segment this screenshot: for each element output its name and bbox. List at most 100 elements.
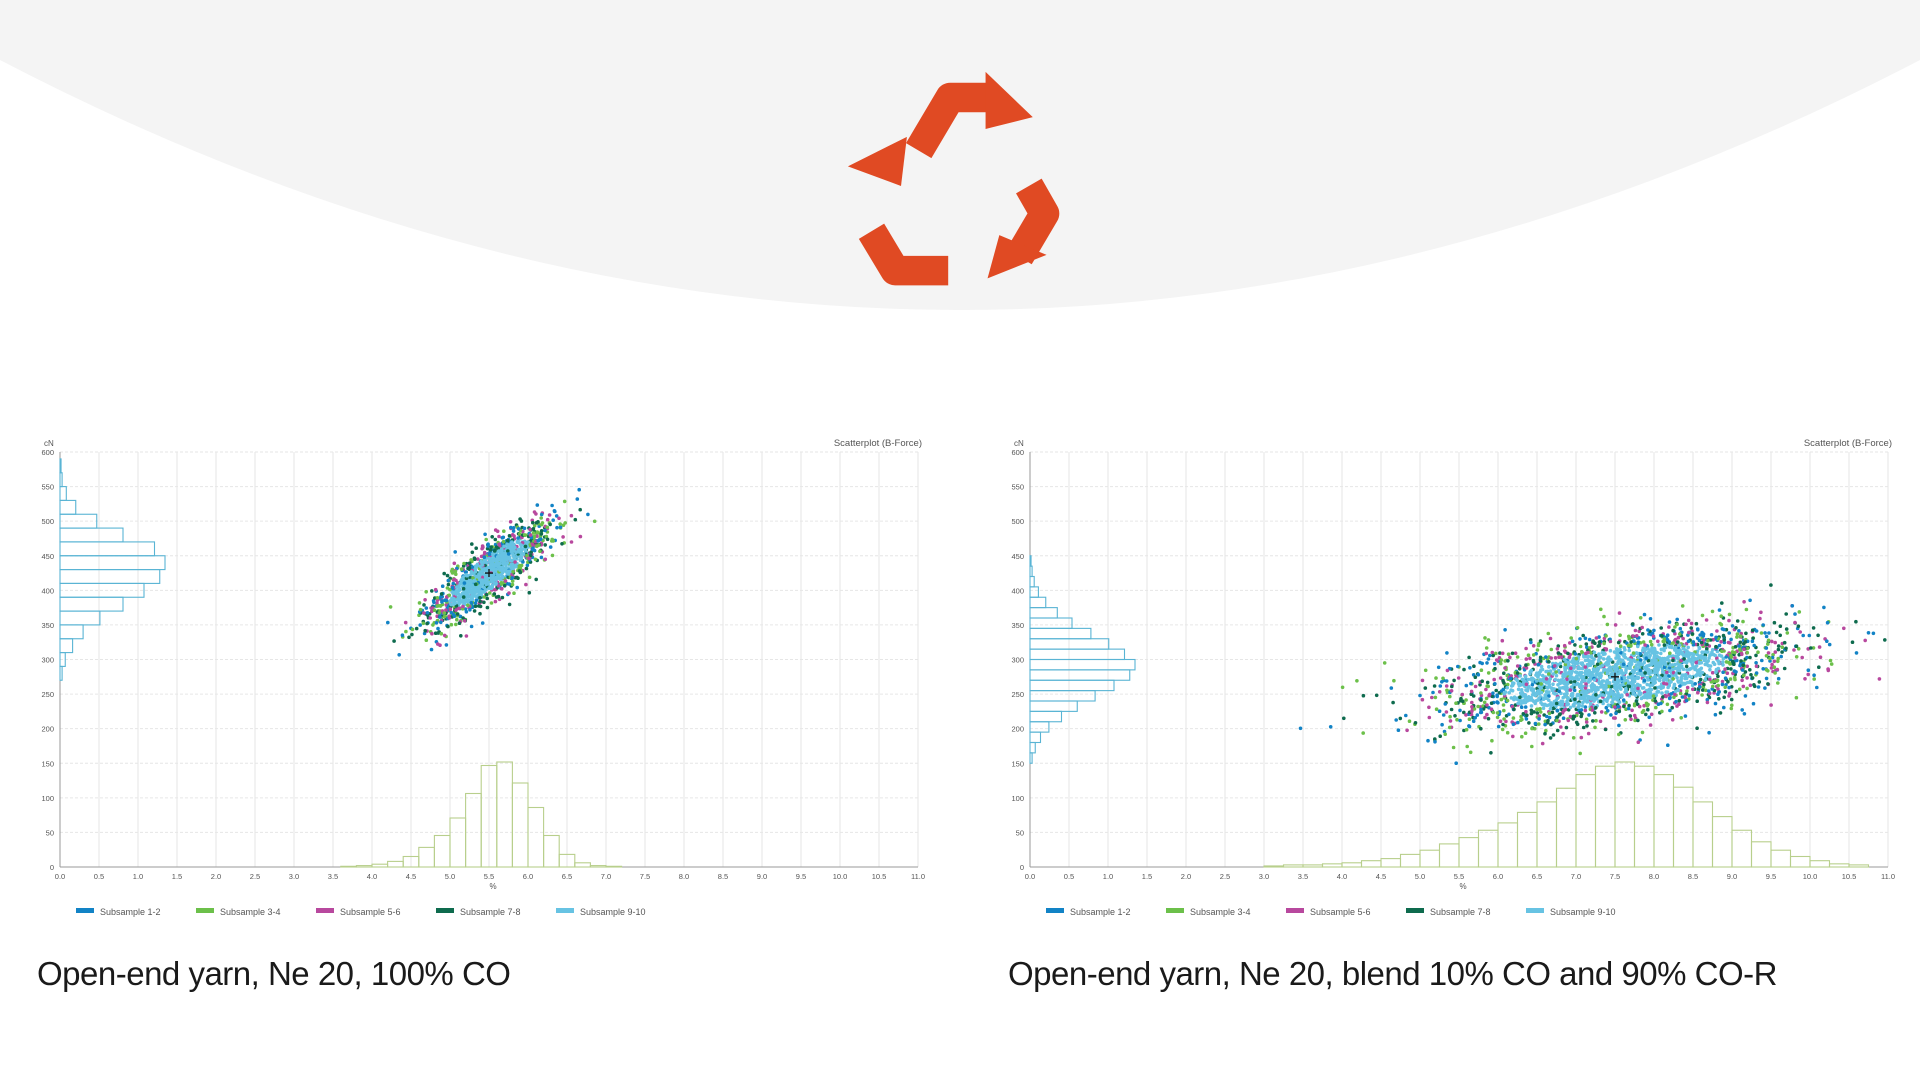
scatter-point <box>495 529 500 534</box>
scatter-point <box>1640 710 1645 714</box>
scatter-point <box>1716 692 1720 696</box>
scatter-point <box>1670 663 1675 667</box>
scatter-point <box>1647 654 1651 659</box>
scatter-point <box>444 608 448 612</box>
scatter-point <box>1761 623 1765 627</box>
scatter-point <box>1543 696 1547 700</box>
scatter-point <box>1778 633 1782 638</box>
scatter-point <box>1441 676 1445 681</box>
scatter-point <box>1636 655 1641 660</box>
y-histogram-bar <box>1029 721 1050 733</box>
y-histogram-bar <box>59 527 124 543</box>
scatter-point <box>1492 677 1496 682</box>
scatter-point <box>497 554 502 558</box>
scatter-point <box>1673 625 1677 629</box>
scatter-point <box>1516 687 1521 692</box>
scatter-point <box>1566 718 1571 723</box>
scatter-point <box>1641 640 1646 644</box>
scatter-point <box>492 577 497 581</box>
scatter-point <box>1513 703 1518 707</box>
scatter-point <box>1441 713 1446 717</box>
scatter-point <box>1501 722 1505 727</box>
scatter-point <box>1771 653 1775 657</box>
x-tick-label: 8.0 <box>679 872 689 881</box>
scatter-point <box>1618 633 1622 637</box>
scatter-point <box>551 518 555 522</box>
scatter-point <box>1728 662 1732 666</box>
scatter-point <box>1423 686 1428 690</box>
scatter-point <box>1651 694 1656 698</box>
y-tick-label: 550 <box>41 483 54 492</box>
scatter-point <box>1626 706 1631 711</box>
scatter-point <box>439 631 444 636</box>
x-histogram-bar <box>1263 865 1285 868</box>
scatter-point <box>1571 717 1575 721</box>
scatter-point <box>1484 651 1489 656</box>
scatter-point <box>482 595 487 599</box>
scatter-point <box>1546 718 1550 723</box>
scatter-point <box>1505 730 1510 735</box>
scatter-point <box>449 602 454 607</box>
scatter-point <box>1667 625 1671 629</box>
scatter-point <box>1597 640 1602 644</box>
scatter-point <box>1389 686 1394 690</box>
scatter-point <box>557 516 561 521</box>
y-tick-label: 400 <box>41 586 54 595</box>
scatter-point <box>431 599 436 603</box>
scatter-point <box>489 578 494 582</box>
y-histogram <box>59 458 166 681</box>
scatter-point <box>1640 625 1644 630</box>
scatter-point <box>1620 694 1624 698</box>
scatter-point <box>1744 631 1748 636</box>
scatter-point <box>1710 670 1715 675</box>
y-histogram-bar <box>1029 658 1136 671</box>
scatter-point <box>489 601 494 605</box>
scatter-point <box>1721 670 1725 674</box>
scatter-point <box>1489 707 1494 711</box>
scatter-point <box>1689 621 1694 626</box>
scatter-point <box>1670 705 1674 710</box>
scatter-point <box>510 582 515 587</box>
chart-title: Scatterplot (B-Force) <box>1804 438 1892 449</box>
scatter-point <box>1754 661 1758 665</box>
scatter-point <box>1698 633 1702 637</box>
scatter-point <box>1696 690 1700 695</box>
scatter-point <box>1501 703 1506 707</box>
scatter-point <box>436 642 440 646</box>
scatter-point <box>478 599 482 604</box>
scatter-point <box>1503 659 1507 663</box>
scatter-point <box>457 621 462 625</box>
scatter-point <box>1538 655 1543 660</box>
scatter-point <box>1818 655 1823 659</box>
scatter-point <box>1764 634 1769 639</box>
scatter-point <box>562 499 567 504</box>
scatter-point <box>1617 732 1621 737</box>
scatter-point <box>502 544 506 549</box>
scatter-point <box>473 582 478 587</box>
scatter-point <box>1434 707 1439 711</box>
scatter-point <box>539 555 544 560</box>
scatter-point <box>1694 621 1699 626</box>
scatter-point <box>1575 626 1580 630</box>
scatter-point <box>573 517 578 522</box>
scatter-point <box>1605 697 1610 701</box>
scatter-point <box>407 635 411 640</box>
scatter-point <box>1581 633 1585 638</box>
scatter-point <box>1620 658 1625 663</box>
scatter-point <box>1382 661 1387 665</box>
scatter-point <box>1467 724 1471 728</box>
scatter-point <box>1614 711 1618 715</box>
scatter-point <box>1623 655 1628 660</box>
scatter-point <box>1659 701 1663 706</box>
scatter-point <box>1697 668 1701 672</box>
scatter-point <box>1478 682 1482 687</box>
scatter-point <box>1506 652 1511 656</box>
scatter-point <box>1719 614 1723 618</box>
scatter-point <box>1536 707 1541 712</box>
scatter-point <box>1574 656 1579 661</box>
scatter-point <box>1675 667 1679 671</box>
legend-swatch <box>1526 908 1544 913</box>
scatter-point <box>1455 717 1459 722</box>
scatter-point <box>440 584 445 588</box>
scatter-point <box>1590 682 1595 686</box>
